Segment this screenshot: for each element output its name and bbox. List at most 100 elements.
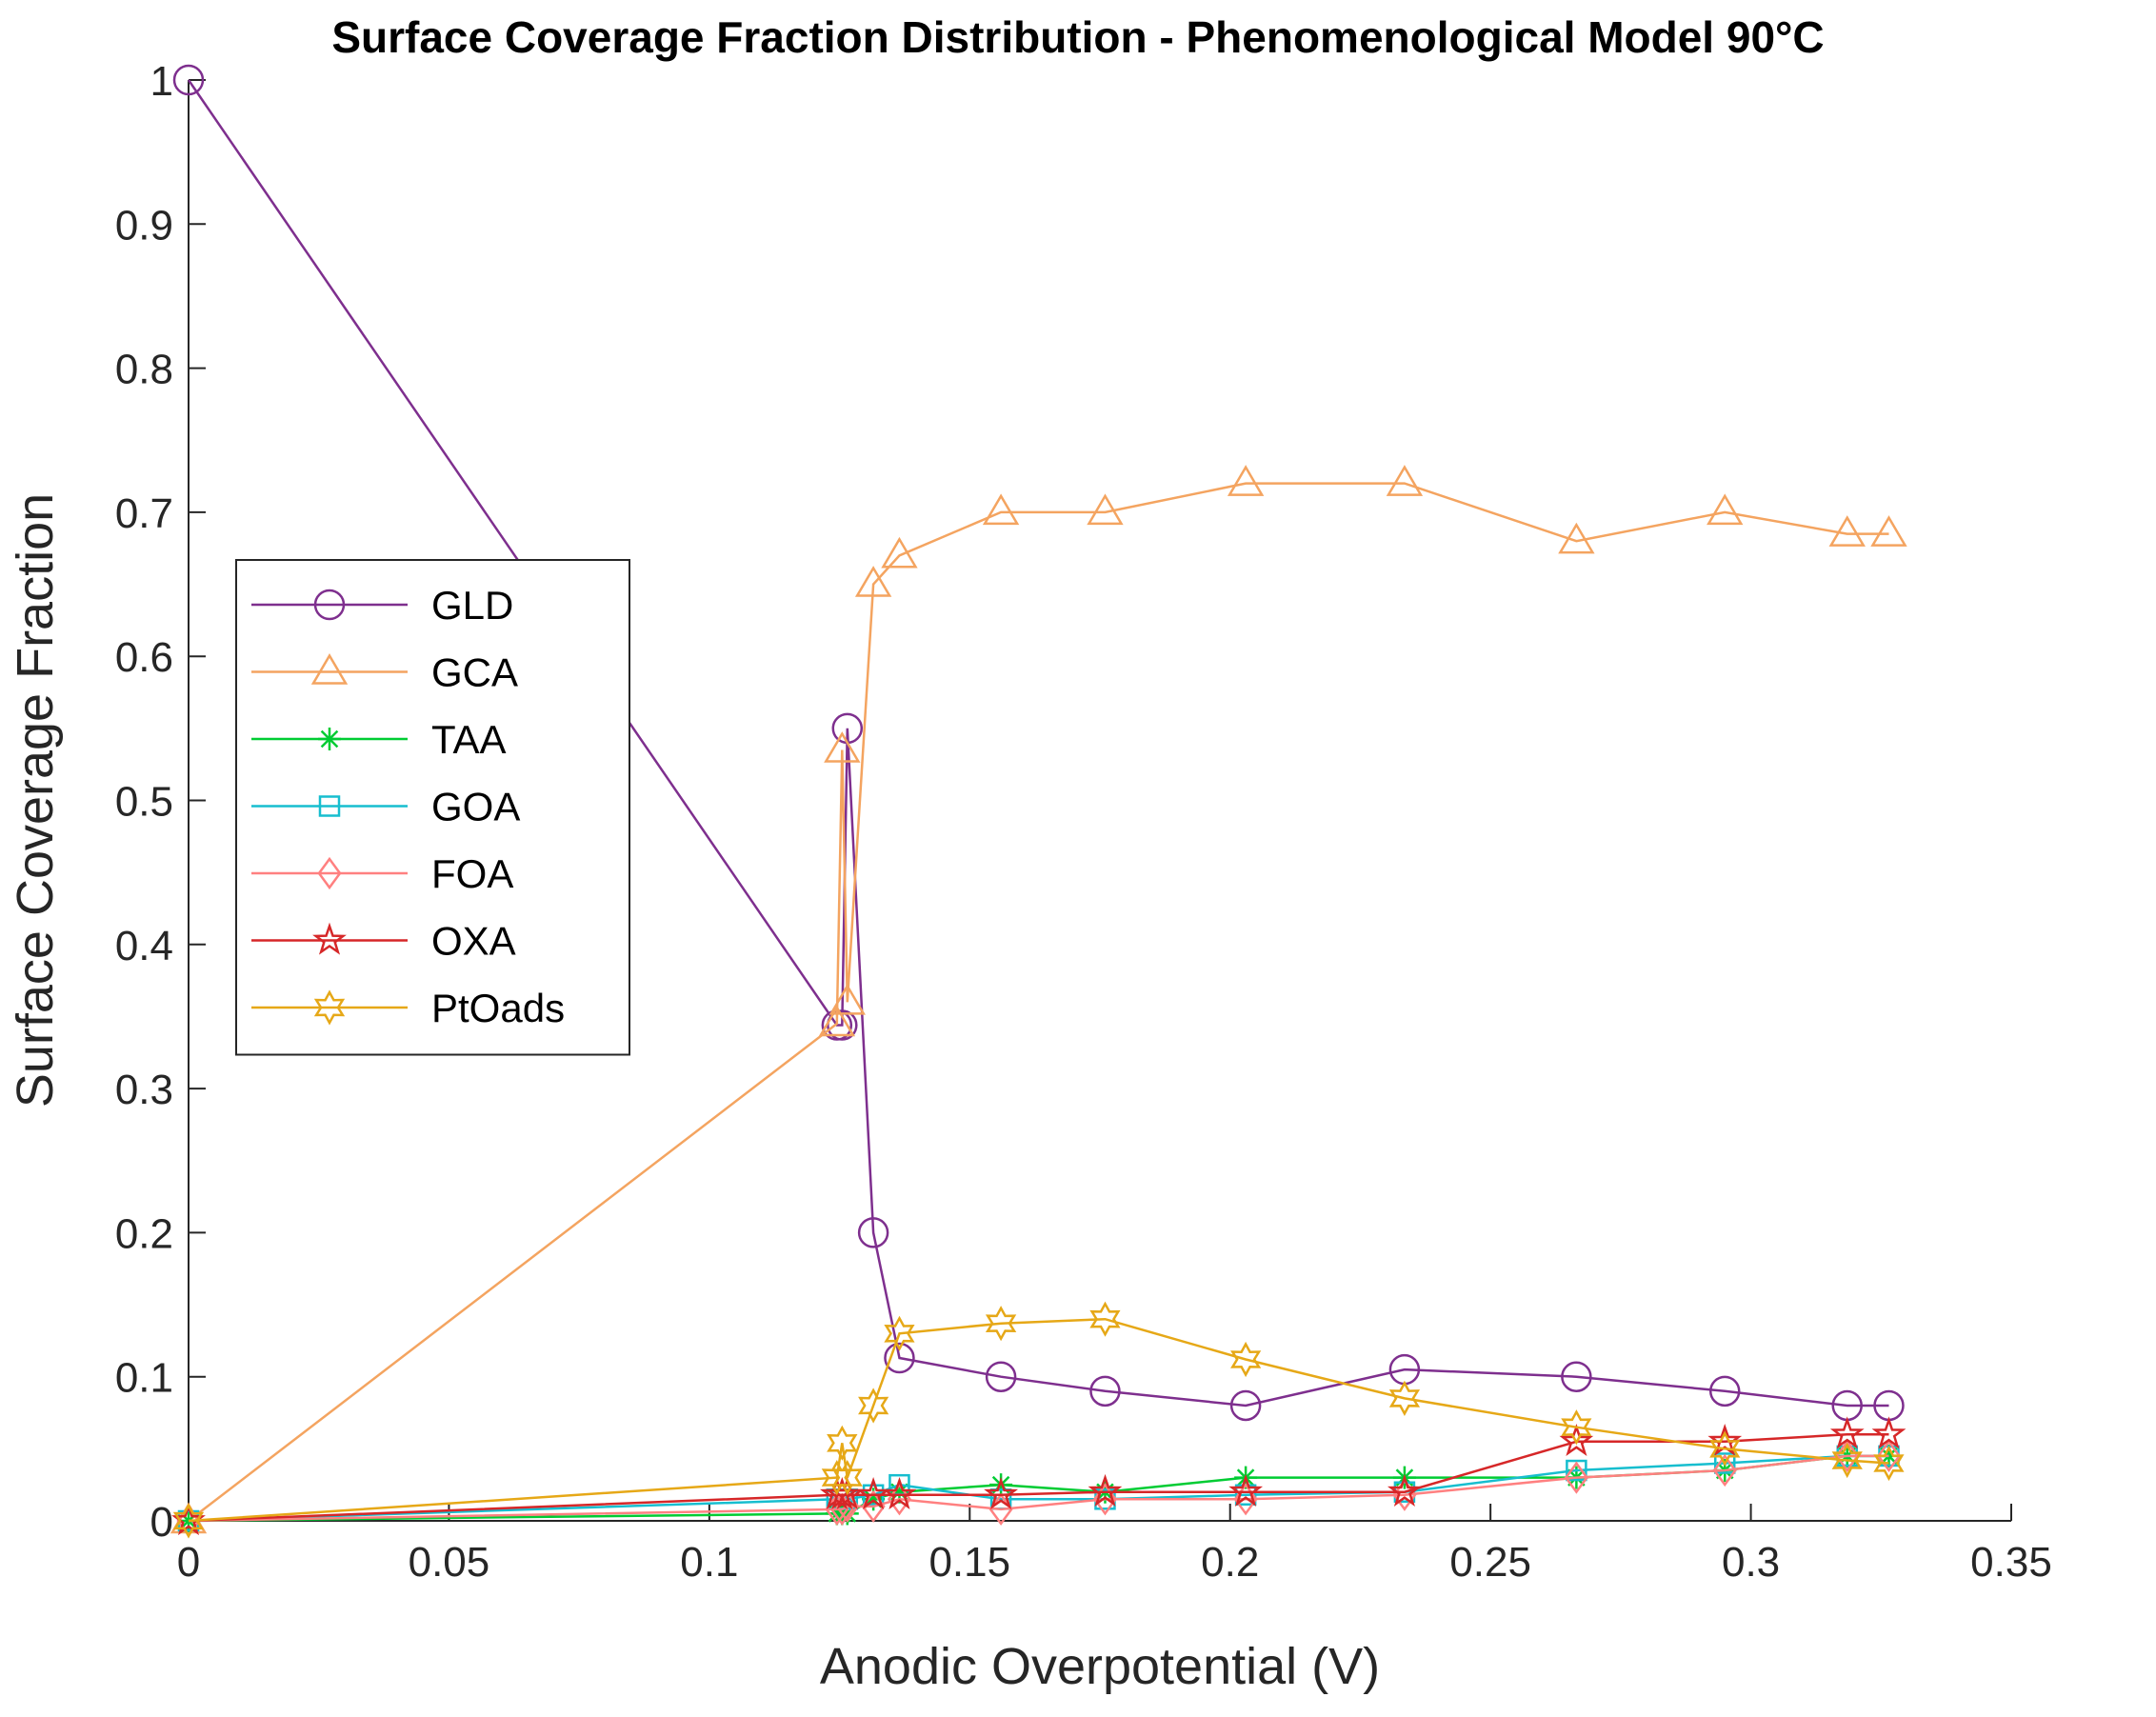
data-point-gld — [985, 1361, 1017, 1392]
data-point-gld — [172, 64, 205, 96]
series-ptoads — [172, 1301, 1905, 1539]
data-point-gca — [824, 731, 861, 763]
legend-label-taa: TAA — [431, 717, 507, 762]
data-point-gld — [1561, 1361, 1592, 1392]
x-tick-label: 0 — [177, 1539, 200, 1586]
legend-marker-taa — [318, 728, 341, 750]
x-tick-label: 0.2 — [1201, 1539, 1259, 1586]
legend-label-gld: GLD — [431, 583, 513, 628]
legend-label-oxa: OXA — [431, 919, 516, 964]
data-point-gca — [1870, 515, 1907, 547]
legend-item-taa: TAA — [251, 717, 507, 762]
data-point-gca — [1087, 493, 1124, 526]
data-point-oxa — [1228, 1473, 1264, 1507]
legend-marker-foa — [317, 856, 342, 890]
x-tick-label: 0.35 — [1970, 1539, 2052, 1586]
legend-item-foa: FOA — [251, 851, 513, 896]
data-point-gca — [1386, 465, 1424, 496]
data-point-ptoads — [172, 1503, 205, 1539]
x-tick-label: 0.1 — [680, 1539, 738, 1586]
data-point-ptoads — [831, 1460, 863, 1496]
series-line-ptoads — [188, 1317, 1889, 1523]
y-tick-label: 0.9 — [115, 202, 173, 249]
series-layer — [170, 64, 1907, 1539]
legend-item-goa: GOA — [251, 785, 520, 829]
legend-label-foa: FOA — [431, 851, 513, 896]
data-point-gca — [1558, 522, 1595, 554]
data-point-ptoads — [1089, 1301, 1121, 1337]
y-tick-label: 0.2 — [115, 1210, 173, 1257]
legend-item-gca: GCA — [251, 650, 518, 695]
data-point-foa — [1712, 1453, 1737, 1487]
data-point-oxa — [1707, 1424, 1743, 1456]
data-point-ptoads — [1388, 1380, 1421, 1416]
data-point-ptoads — [1709, 1430, 1741, 1467]
x-tick-label: 0.15 — [928, 1539, 1010, 1586]
series-line-foa — [188, 1454, 1889, 1523]
data-point-ptoads — [1873, 1445, 1905, 1482]
legend-marker-goa — [318, 795, 341, 817]
data-point-oxa — [1088, 1473, 1123, 1507]
data-point-ptoads — [827, 1425, 858, 1461]
y-tick-label: 1 — [150, 58, 173, 105]
data-point-gca — [1227, 465, 1265, 496]
x-tick-label: 0.05 — [409, 1539, 490, 1586]
series-line-gld — [187, 79, 1889, 1408]
data-point-goa — [1713, 1452, 1736, 1474]
data-point-gca — [828, 983, 866, 1015]
data-point-gld — [857, 1217, 889, 1248]
data-point-foa — [1564, 1461, 1588, 1494]
legend-marker-oxa — [312, 922, 347, 955]
data-point-gca — [854, 566, 892, 597]
y-tick-label: 0.4 — [115, 923, 173, 969]
series-line-oxa — [188, 1432, 1889, 1523]
legend-item-oxa: OXA — [251, 919, 516, 964]
x-tick-label: 0.3 — [1722, 1539, 1780, 1586]
data-point-oxa — [1829, 1416, 1865, 1449]
y-tick-label: 0.3 — [115, 1067, 173, 1113]
x-axis-label: Anodic Overpotential (V) — [820, 1638, 1380, 1695]
y-axis-label: Surface Coverage Fraction — [7, 493, 64, 1108]
data-point-gld — [1089, 1375, 1121, 1408]
data-point-goa — [1566, 1459, 1587, 1482]
series-line-gca — [188, 482, 1889, 1522]
series-oxa — [171, 1416, 1906, 1536]
data-point-gca — [1707, 493, 1744, 526]
legend-item-ptoads: PtOads — [251, 986, 565, 1030]
legend-marker-gld — [313, 589, 346, 621]
data-point-gld — [1229, 1389, 1262, 1422]
data-point-ptoads — [884, 1315, 915, 1351]
data-point-oxa — [1559, 1424, 1594, 1456]
data-point-gca — [881, 536, 918, 569]
data-point-foa — [1835, 1439, 1860, 1473]
data-point-gca — [818, 1005, 856, 1037]
data-point-ptoads — [858, 1388, 889, 1424]
data-point-gca — [982, 493, 1020, 526]
legend: GLD GCA TAA GOA FOA OXA PtOads — [235, 559, 630, 1056]
axes: 0 0.05 0.1 0.15 0.2 0.25 0.3 0.35 0 0.1 0.2 0.3 0.4 0… — [115, 58, 2052, 1586]
data-point-gld — [1708, 1375, 1741, 1408]
series-gca — [170, 465, 1907, 1534]
data-point-gld — [884, 1342, 915, 1374]
legend-label-gca: GCA — [431, 650, 518, 695]
chart-title: Surface Coverage Fraction Distribution -… — [331, 12, 1825, 62]
y-tick-label: 0.6 — [115, 634, 173, 681]
data-point-oxa — [1871, 1416, 1906, 1449]
data-point-ptoads — [1230, 1341, 1262, 1378]
data-point-foa — [1876, 1439, 1902, 1473]
x-tick-label: 0.25 — [1449, 1539, 1531, 1586]
y-tick-label: 0 — [150, 1499, 173, 1546]
series-taa — [177, 1444, 1901, 1532]
y-tick-label: 0.5 — [115, 779, 173, 826]
data-point-foa — [1092, 1483, 1118, 1516]
asterisk-stroke — [320, 729, 339, 749]
data-point-gca — [1828, 515, 1866, 547]
y-tick-label: 0.7 — [115, 490, 173, 537]
y-tick-label: 0.1 — [115, 1355, 173, 1402]
data-point-ptoads — [985, 1306, 1017, 1342]
data-point-oxa — [1387, 1473, 1422, 1507]
data-point-oxa — [856, 1476, 891, 1509]
legend-marker-gca — [310, 653, 349, 685]
legend-item-gld: GLD — [251, 583, 513, 628]
